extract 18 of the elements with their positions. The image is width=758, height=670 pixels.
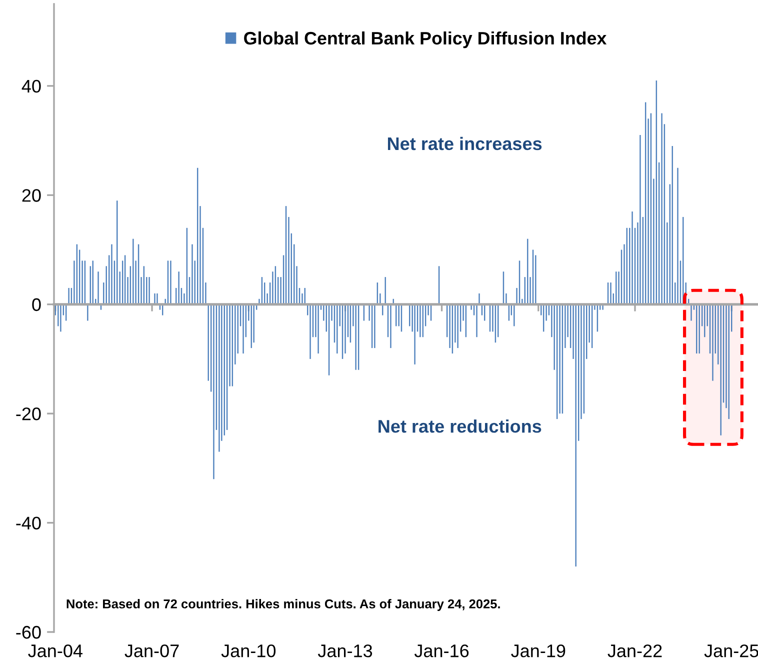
x-tick-label: Jan-13 [318,644,372,658]
x-tick-label: Jan-16 [414,644,469,658]
x-tick-label: Jan-25 [704,644,758,658]
x-tick-label: Jan-07 [124,644,179,658]
x-tick-label: Jan-22 [608,644,662,658]
y-tick-label: 20 [22,189,41,202]
annotation: Net rate reductions [378,419,542,433]
legend-label: Global Central Bank Policy Diffusion Index [244,31,607,48]
y-tick-label: -60 [16,626,41,639]
annotation: Note: Based on 72 countries. Hikes minus Cuts. As of January 24, 2025. [66,599,500,611]
y-tick-label: -20 [16,408,41,420]
x-tick-label: Jan-19 [511,644,566,658]
y-tick-label: -40 [16,516,41,530]
x-tick-label: Jan-10 [221,644,276,658]
annotation: Net rate increases [388,136,542,150]
y-tick-label: 0 [32,298,41,312]
y-tick-label: 40 [22,80,41,93]
x-tick-label: Jan-04 [28,644,82,658]
